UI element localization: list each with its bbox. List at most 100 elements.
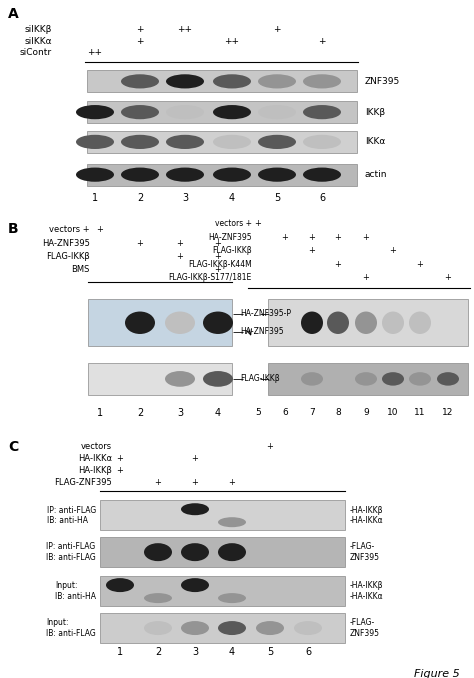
Text: ZNF395: ZNF395 <box>365 77 400 86</box>
Ellipse shape <box>76 105 114 119</box>
Text: FLAG-IKKβ-S177/181E: FLAG-IKKβ-S177/181E <box>169 273 252 282</box>
Text: 3: 3 <box>177 407 183 418</box>
Ellipse shape <box>355 372 377 386</box>
Text: Input:
IB: anti-HA: Input: IB: anti-HA <box>55 582 96 601</box>
Ellipse shape <box>303 105 341 119</box>
Ellipse shape <box>144 621 172 635</box>
Ellipse shape <box>181 543 209 561</box>
Text: 6: 6 <box>305 647 311 657</box>
Text: +: + <box>215 252 221 261</box>
Text: 3: 3 <box>192 647 198 657</box>
Ellipse shape <box>165 371 195 386</box>
Text: HA-ZNF395: HA-ZNF395 <box>240 327 283 336</box>
Text: +: + <box>273 25 281 35</box>
Bar <box>87 131 357 153</box>
Bar <box>87 101 357 123</box>
Text: -FLAG-
ZNF395: -FLAG- ZNF395 <box>350 618 380 638</box>
Ellipse shape <box>218 517 246 527</box>
Ellipse shape <box>294 621 322 635</box>
Ellipse shape <box>166 135 204 149</box>
Text: IP: anti-FLAG
IB: anti-HA: IP: anti-FLAG IB: anti-HA <box>47 506 96 525</box>
Text: 2: 2 <box>137 193 143 203</box>
Ellipse shape <box>213 167 251 182</box>
Text: Figure 5: Figure 5 <box>414 669 460 678</box>
Text: 11: 11 <box>414 408 426 417</box>
Bar <box>100 613 345 643</box>
Ellipse shape <box>203 311 233 334</box>
Text: +: + <box>191 478 199 487</box>
Ellipse shape <box>144 543 172 561</box>
Text: siContr: siContr <box>20 48 52 57</box>
Text: -HA-IKKβ
-HA-IKKα: -HA-IKKβ -HA-IKKα <box>350 506 383 525</box>
Text: FLAG-IKKβ: FLAG-IKKβ <box>46 252 90 261</box>
Ellipse shape <box>409 311 431 334</box>
Ellipse shape <box>121 135 159 149</box>
Text: HA-ZNF395: HA-ZNF395 <box>209 233 252 242</box>
Text: +: + <box>136 37 144 46</box>
Text: ++: ++ <box>88 48 102 57</box>
Ellipse shape <box>121 75 159 88</box>
Text: +: + <box>417 260 423 269</box>
Text: —: — <box>232 308 244 319</box>
Text: 5: 5 <box>255 408 261 417</box>
Text: +: + <box>136 25 144 35</box>
Text: Input:
IB: anti-FLAG: Input: IB: anti-FLAG <box>46 618 96 638</box>
Text: +: + <box>176 252 183 261</box>
Text: 2: 2 <box>137 407 143 418</box>
Text: 1: 1 <box>92 193 98 203</box>
Text: vectors +: vectors + <box>215 220 252 228</box>
Text: +: + <box>309 246 315 256</box>
Text: ++: ++ <box>225 37 239 46</box>
Ellipse shape <box>258 167 296 182</box>
Text: +: + <box>137 239 144 247</box>
Text: 12: 12 <box>442 408 454 417</box>
Ellipse shape <box>213 135 251 149</box>
Text: IKKβ: IKKβ <box>365 108 385 117</box>
Ellipse shape <box>355 311 377 334</box>
Ellipse shape <box>409 372 431 386</box>
Text: 5: 5 <box>267 647 273 657</box>
Ellipse shape <box>203 371 233 386</box>
Ellipse shape <box>382 311 404 334</box>
Text: +: + <box>363 233 369 242</box>
Text: ++: ++ <box>177 25 192 35</box>
Ellipse shape <box>382 372 404 386</box>
Text: 7: 7 <box>309 408 315 417</box>
Text: +: + <box>215 239 221 247</box>
Text: vectors: vectors <box>81 442 112 451</box>
Text: 4: 4 <box>229 193 235 203</box>
Ellipse shape <box>303 75 341 88</box>
Text: +: + <box>335 233 341 242</box>
Ellipse shape <box>121 167 159 182</box>
Text: +: + <box>117 466 123 475</box>
Text: 9: 9 <box>363 408 369 417</box>
Text: 1: 1 <box>97 407 103 418</box>
Ellipse shape <box>218 543 246 561</box>
Text: +: + <box>191 454 199 463</box>
Text: BMS: BMS <box>72 266 90 275</box>
Ellipse shape <box>218 593 246 603</box>
Bar <box>268 299 468 346</box>
Ellipse shape <box>125 311 155 334</box>
Text: 8: 8 <box>335 408 341 417</box>
Text: siIKKβ: siIKKβ <box>25 25 52 35</box>
Bar <box>100 500 345 530</box>
Text: A: A <box>8 7 19 21</box>
Ellipse shape <box>213 75 251 88</box>
Ellipse shape <box>303 167 341 182</box>
Text: 6: 6 <box>319 193 325 203</box>
Ellipse shape <box>327 311 349 334</box>
Text: B: B <box>8 222 18 236</box>
Text: +: + <box>445 273 451 282</box>
Text: HA-IKKβ: HA-IKKβ <box>78 466 112 475</box>
Text: —: — <box>232 374 244 384</box>
Bar <box>87 163 357 186</box>
Ellipse shape <box>303 135 341 149</box>
Ellipse shape <box>213 105 251 119</box>
Text: +: + <box>97 225 103 234</box>
Text: 1: 1 <box>117 647 123 657</box>
Text: +: + <box>228 478 236 487</box>
Text: actin: actin <box>365 170 388 179</box>
Text: 6: 6 <box>282 408 288 417</box>
Text: 2: 2 <box>155 647 161 657</box>
